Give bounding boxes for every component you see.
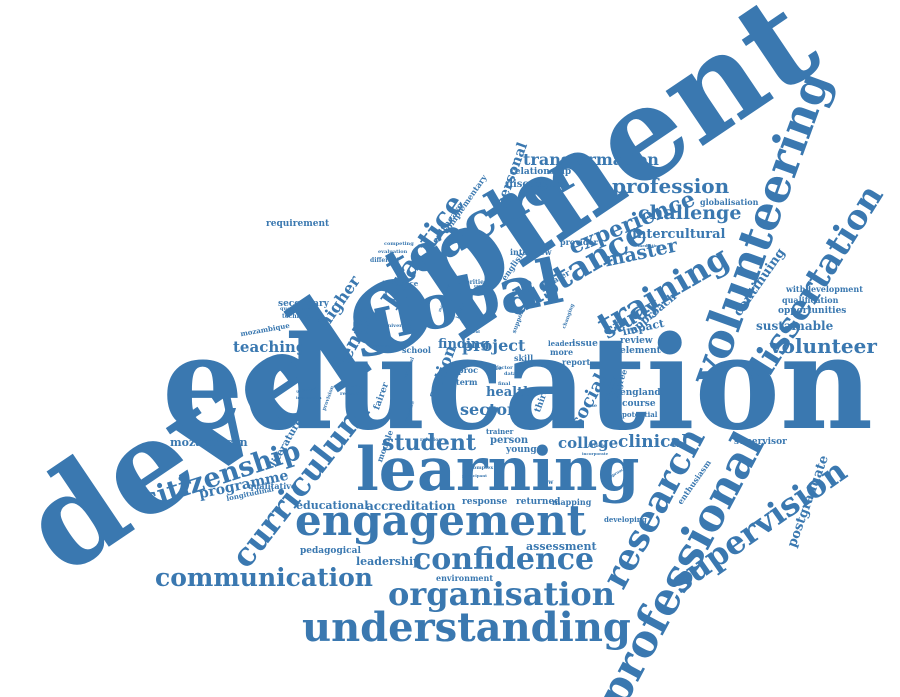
word-participant: participant [462,473,487,478]
word-reflective: reflective [340,391,366,397]
word-priorities: priorities [456,279,488,286]
word-environment: environment [436,573,494,583]
word-education: education [162,309,874,459]
word-supervisor: supervisor [734,437,787,447]
word-relation: relation [420,437,443,443]
word-skill: skill [514,353,534,363]
word-transformation: transformation [523,150,659,169]
word-term: term [456,377,478,387]
word-creating: creating [474,283,493,288]
word-sustainable: sustainable [756,319,834,333]
word-mapping: mapping [552,497,592,507]
word-influence: influence [382,279,419,288]
word-course: course [622,399,656,409]
word-international: international [889,132,900,590]
word-health: health [486,385,533,400]
word-challenge: challenge [638,202,742,224]
word-competing: competing [384,241,414,247]
word-factor: factor [496,365,513,371]
word-interview: interview [510,247,552,257]
word-engagement: engagement [295,496,587,545]
word-educational: educational [296,499,369,512]
word-requirement: requirement [266,219,330,229]
word-qualification: qualification [782,295,839,305]
word-developing: developing [604,515,647,524]
word-confidence: confidence [413,542,595,577]
word-project: project [462,336,526,355]
word-university: university [384,323,412,329]
word-trainer: trainer [486,427,514,436]
word-withdevelopment: withdevelopment [786,284,863,294]
word-final: final [498,381,511,387]
word-response: response [462,497,508,507]
word-learning: learning [356,435,640,505]
word-value: value [484,365,502,372]
word-clinical: clinical [618,432,688,452]
word-teaching: teaching [233,338,307,356]
word-implication: implication [296,395,322,400]
word-complex: complex [470,465,494,471]
word-new: new [540,479,554,486]
word-mediating: mediating [638,243,661,248]
word-role: role [586,403,598,409]
word-leader: leader [548,339,573,348]
word-profession: profession [612,174,730,198]
word-discussion: discussion [506,179,565,190]
word-data: data [504,371,517,377]
word-college: college [558,434,619,452]
word-secondary: secondary [278,299,329,309]
word-leadership: leadership [356,555,421,568]
word-article: article [588,443,607,449]
word-report: report [562,357,591,367]
word-more: more [550,347,574,357]
word-mozambican: mozambican [170,436,248,449]
word-volunteer: volunteer [770,334,877,358]
word-globalisation: globalisation [700,197,759,207]
word-understanding: understanding [302,604,631,651]
word-issue: issue [572,339,598,349]
word-field: field [470,329,480,334]
word-sector: sector [460,400,516,419]
word-opportunities: opportunities [778,306,847,316]
word-provider: provider [560,237,598,247]
word-returned: returned [516,497,561,507]
word-finding: finding [438,337,490,352]
word-potential: potential [622,410,658,419]
word-communication: communication [155,563,373,592]
word-person: person [490,435,529,446]
word-element: element [620,346,661,356]
word-incorporate: incorporate [582,451,609,456]
word-proc: proc [458,365,479,375]
word-pedagogical: pedagogical [300,546,361,556]
word-student: student [382,430,477,456]
word-questionnaire: questionnaire [280,306,319,312]
word-technical: technical [282,313,314,320]
word-important: important [370,343,393,348]
word-accreditation: accreditation [366,499,456,513]
word-qualitative: qualitative [248,481,297,491]
word-england: england [620,388,661,398]
word-relationship: relationship [510,167,572,177]
word-different: different [370,257,400,264]
word-assessment: assessment [526,540,597,553]
word-school: school [402,345,431,355]
word-intercultural: intercultural [632,227,726,242]
word-economy: economy [338,383,363,389]
word-review: review [620,336,653,346]
word-young: young [506,445,537,455]
word-evaluation: evaluation [378,249,408,255]
word-organisation: organisation [388,575,616,613]
